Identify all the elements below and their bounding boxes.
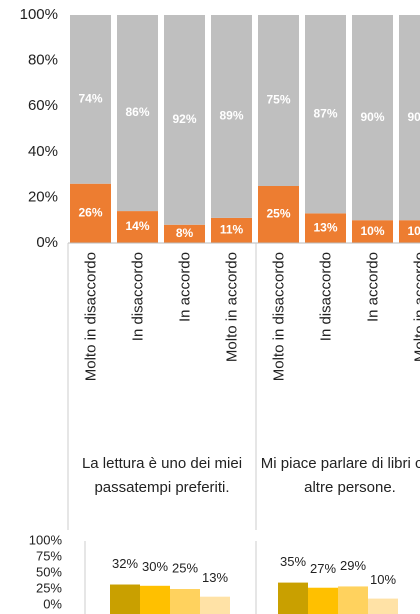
bar-segment [352,220,393,243]
bar [200,596,230,614]
data-label: 75% [266,93,290,107]
data-label: 32% [112,556,138,571]
bar-segment [305,15,346,214]
y-tick-label: 60% [28,97,58,114]
category-label: Molto in disaccordo [270,252,287,381]
y-tick-label: 80% [28,52,58,69]
data-label: 25% [266,207,290,221]
y-tick-label: 40% [28,143,58,160]
bar-segment [258,186,299,243]
y-tick-label: 20% [28,188,58,205]
bar-segment [399,15,420,221]
bar-segment [258,15,299,186]
data-label: 27% [310,561,336,576]
bar-segment [117,211,158,243]
data-label: 29% [340,558,366,573]
data-label: 13% [202,570,228,585]
data-label: 90% [407,110,420,124]
bar [278,582,308,614]
bar-segment [211,217,252,243]
data-label: 92% [172,112,196,126]
data-label: 10% [370,572,396,587]
y-tick-label: 75% [36,548,62,563]
bar [368,598,398,614]
category-label: In accordo [364,252,381,322]
bar [110,584,140,614]
group-label: La lettura è uno dei miei passatempi pre… [81,455,243,496]
category-label: Molto in accordo [411,252,420,362]
bar-segment [305,213,346,243]
data-label: 8% [176,226,194,240]
data-label: 14% [125,219,149,233]
bar-segment [70,15,111,184]
y-tick-label: 25% [36,580,62,595]
bar-segment [70,183,111,243]
data-label: 26% [78,206,102,220]
bar [140,585,170,614]
data-label: 13% [313,220,337,234]
data-label: 86% [125,105,149,119]
data-label: 90% [360,110,384,124]
category-label: Molto in disaccordo [82,252,99,381]
y-tick-label: 0% [43,596,62,611]
bar-segment [352,15,393,221]
bar-segment [117,15,158,212]
data-label: 35% [280,554,306,569]
bar-segment [164,15,205,225]
category-label: In disaccordo [129,252,146,341]
category-label: In disaccordo [317,252,334,341]
bar [170,589,200,614]
data-label: 25% [172,560,198,575]
bar-segment [399,220,420,243]
bar [308,587,338,614]
y-tick-label: 100% [20,6,58,23]
data-label: 10% [407,224,420,238]
bar [338,586,368,614]
data-label: 87% [313,106,337,120]
y-tick-label: 50% [36,564,62,579]
bar-segment [211,15,252,218]
category-label: In accordo [176,252,193,322]
data-label: 89% [219,109,243,123]
y-tick-label: 100% [29,532,63,547]
data-label: 11% [220,223,244,237]
y-tick-label: 0% [36,234,58,251]
data-label: 74% [78,92,102,106]
data-label: 10% [360,224,384,238]
group-label: Mi piace parlare di libri con altre pers… [260,455,420,496]
bar-segment [164,224,205,243]
data-label: 30% [142,559,168,574]
category-label: Molto in accordo [223,252,240,362]
